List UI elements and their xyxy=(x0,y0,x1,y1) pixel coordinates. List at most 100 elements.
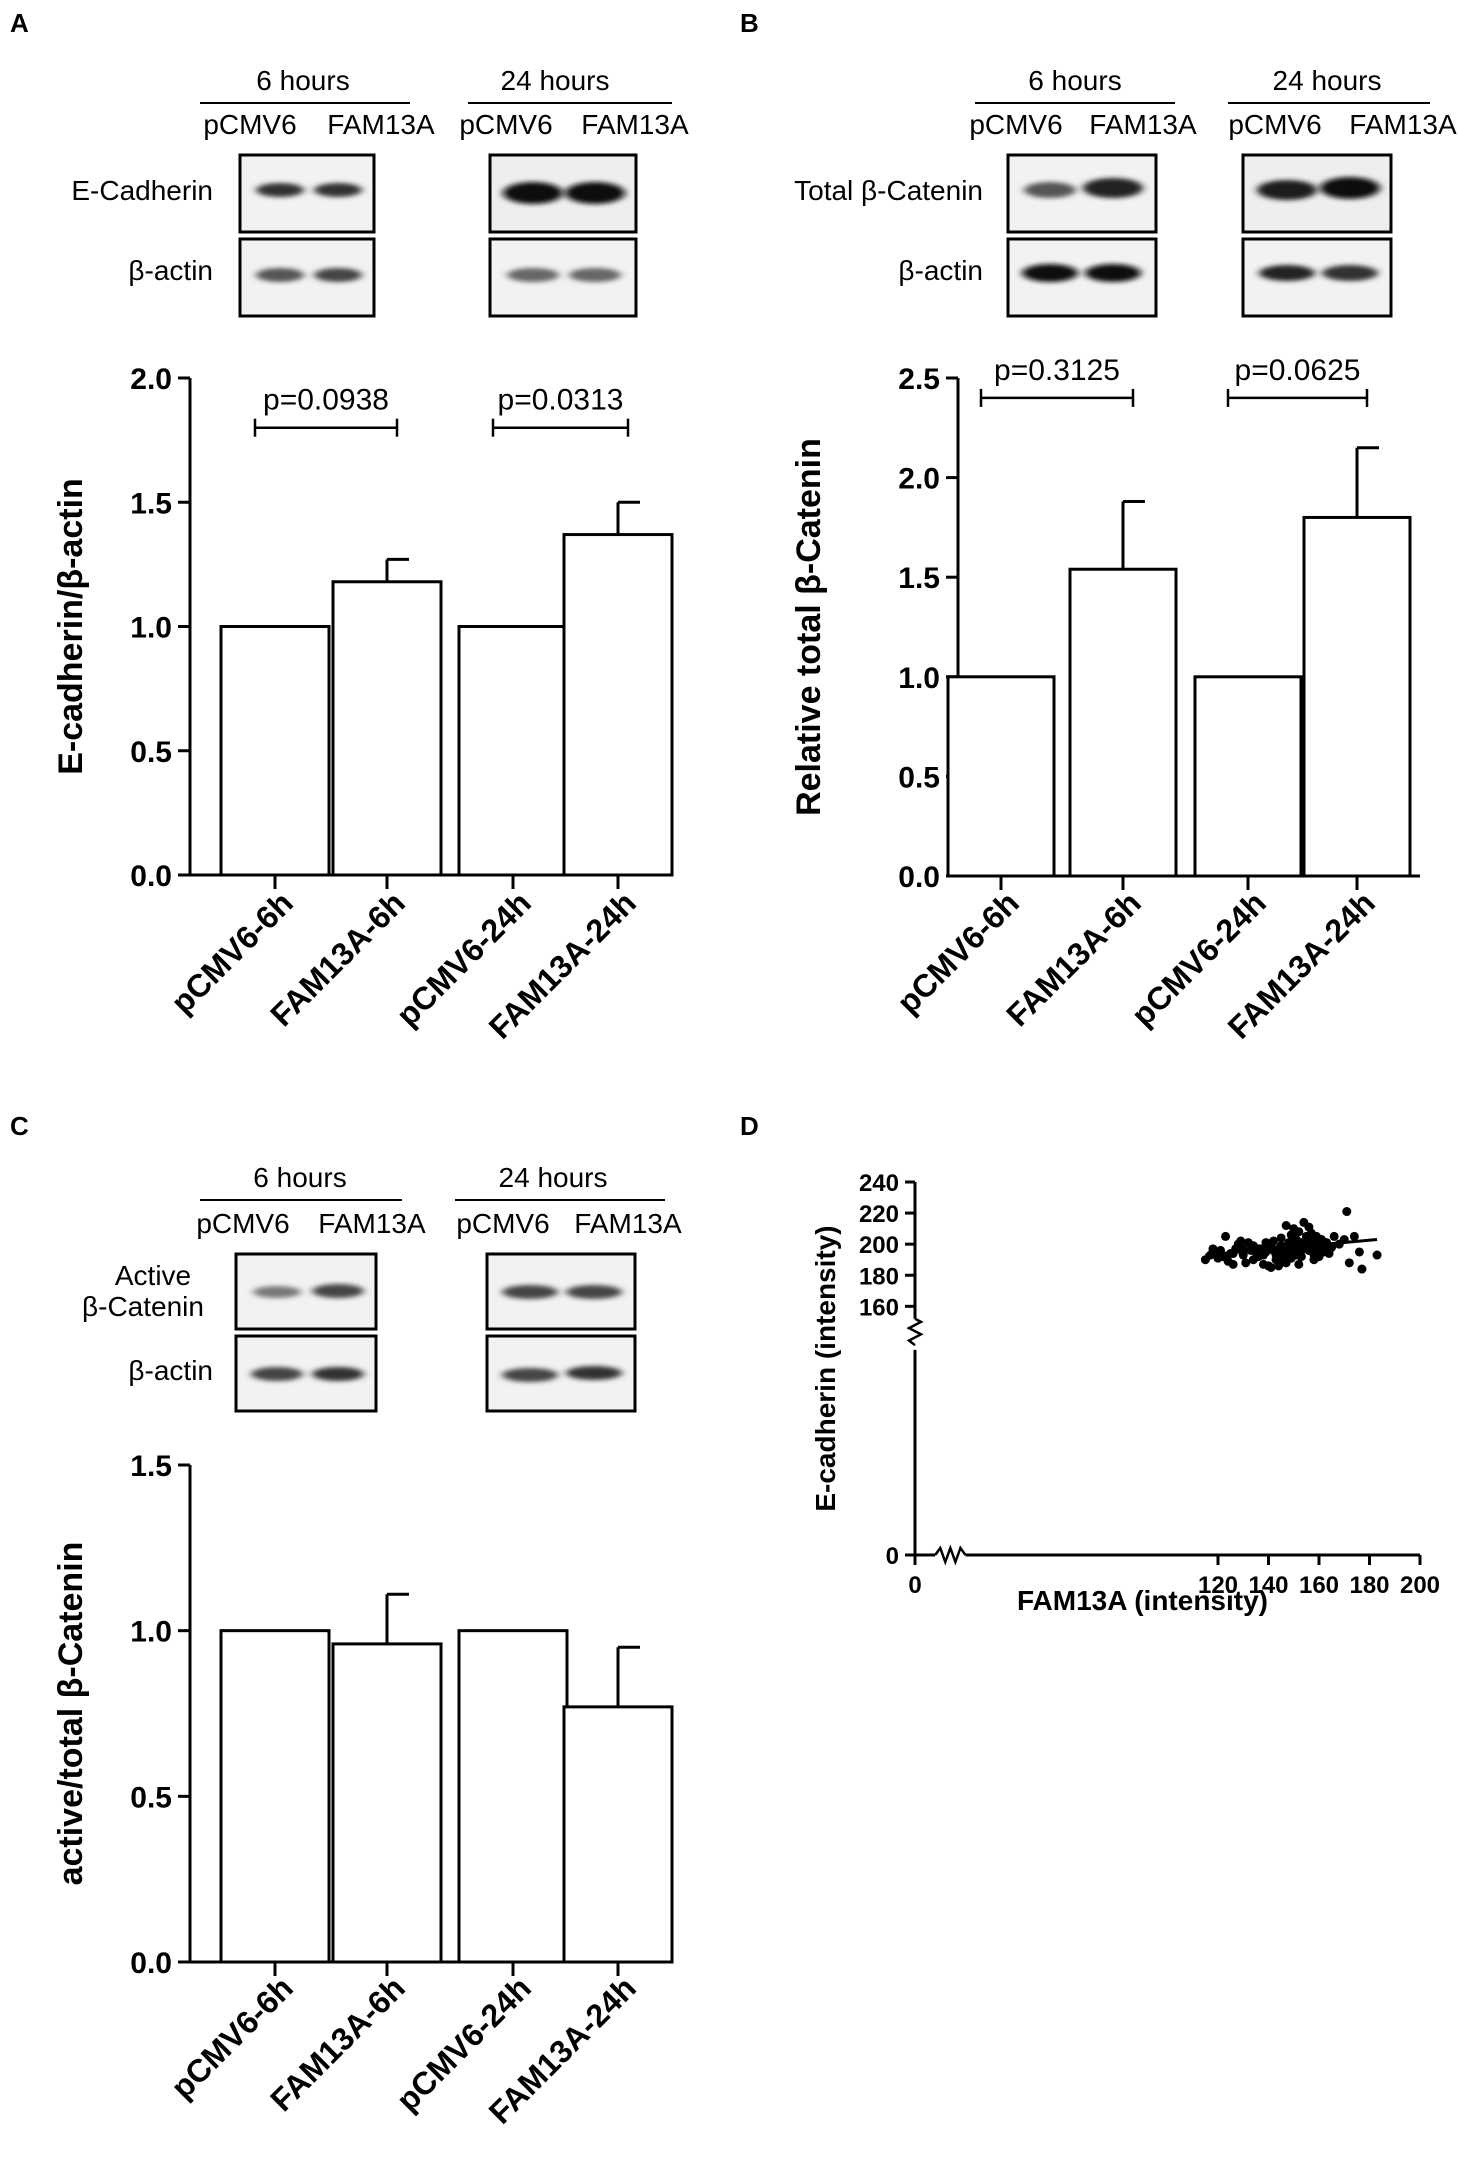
scatter-point xyxy=(1357,1264,1367,1274)
blot-band xyxy=(502,1285,558,1299)
y-tick-label: 1.5 xyxy=(130,1450,172,1483)
bar xyxy=(1193,675,1303,878)
scatter-point xyxy=(1276,1233,1286,1243)
chart-b: 0.0 0.5 1.0 1.5 2.0 2.5 Relative total β-Caten… xyxy=(790,354,1420,1046)
panel-label-d: D xyxy=(740,1111,759,1141)
scatter-point xyxy=(1372,1250,1382,1260)
scatter-point xyxy=(1342,1207,1352,1217)
blot-band xyxy=(1322,265,1378,281)
y-tick-label: 160 xyxy=(859,1294,899,1321)
lane-label: pCMV6 xyxy=(1228,109,1321,140)
time-header-6h: 6 hours xyxy=(1028,65,1121,96)
x-tick-label: 120 xyxy=(1198,1572,1238,1599)
scatter-point xyxy=(1349,1231,1359,1241)
y-tick-label: 220 xyxy=(859,1201,899,1228)
blot-band xyxy=(566,1366,622,1380)
lane-label: FAM13A xyxy=(1349,109,1457,140)
y-tick-label: 0.0 xyxy=(130,1947,172,1980)
scatter-point xyxy=(1281,1221,1291,1231)
scatter-point xyxy=(1329,1231,1339,1241)
bar xyxy=(331,580,443,877)
blot-band xyxy=(1257,180,1317,200)
blot-band xyxy=(1083,178,1143,198)
bar xyxy=(331,1642,443,1964)
lane-label: pCMV6 xyxy=(203,109,296,140)
blot-c: 6 hours 24 hours pCMV6 FAM13A pCMV6 FAM1… xyxy=(82,1162,682,1413)
scatter-point xyxy=(1296,1252,1306,1262)
y-tick-label: 1.0 xyxy=(130,612,172,645)
blot-band xyxy=(569,268,621,282)
blot-band xyxy=(314,183,362,197)
protein-label: β-actin xyxy=(128,255,213,286)
blot-band xyxy=(1022,264,1078,282)
scatter-point xyxy=(1208,1244,1218,1254)
blot-band xyxy=(502,1368,558,1382)
blot-band xyxy=(312,1367,364,1381)
lane-label: FAM13A xyxy=(318,1208,426,1239)
y-tick-label: 200 xyxy=(859,1232,899,1259)
bar xyxy=(1068,567,1178,878)
chart-a: 0.00.51.01.52.0E-cadherin/β-actinpCMV6-6… xyxy=(52,363,674,1046)
bar xyxy=(457,625,569,877)
x-tick-label: 160 xyxy=(1299,1572,1339,1599)
y-tick-label: 0.0 xyxy=(898,861,940,894)
scatter-point xyxy=(1261,1238,1271,1248)
blot-band xyxy=(503,182,563,204)
y-axis-break xyxy=(906,1317,924,1347)
panel-label-b: B xyxy=(740,8,759,38)
bar xyxy=(946,675,1056,878)
blot-band xyxy=(565,182,625,204)
y-tick-label: 180 xyxy=(859,1263,899,1290)
blot-band xyxy=(566,1285,622,1299)
scatter-point xyxy=(1344,1258,1354,1268)
protein-label: Total β-Catenin xyxy=(794,175,983,206)
panel-label-c: C xyxy=(10,1111,29,1141)
time-header-6h: 6 hours xyxy=(256,65,349,96)
lane-label: FAM13A xyxy=(574,1208,682,1239)
y-axis-label: Relative total β-Catenin xyxy=(790,438,828,816)
scatter-point xyxy=(1294,1259,1304,1269)
p-value-label: p=0.0938 xyxy=(263,384,389,417)
blot-b: 6 hours 24 hours pCMV6 FAM13A pCMV6 FAM1… xyxy=(794,65,1457,318)
blot-band xyxy=(314,268,362,282)
protein-label: β-actin xyxy=(898,255,983,286)
blot-a: 6 hours 24 hours pCMV6 FAM13A pCMV6 FAM1… xyxy=(71,65,689,318)
y-tick-label: 2.0 xyxy=(130,363,172,396)
time-header-24h: 24 hours xyxy=(499,1162,608,1193)
p-value-label: p=0.3125 xyxy=(994,354,1120,387)
y-tick-label: 0.5 xyxy=(130,736,172,769)
scatter-point xyxy=(1274,1261,1284,1271)
time-header-24h: 24 hours xyxy=(501,65,610,96)
y-tick-label: 240 xyxy=(859,1170,899,1197)
blot-band xyxy=(1024,182,1076,198)
y-axis-label: E-cadherin (intensity) xyxy=(810,1225,841,1511)
x-tick-label: 200 xyxy=(1400,1572,1440,1599)
protein-label: E-Cadherin xyxy=(71,175,213,206)
bar xyxy=(1302,515,1412,878)
y-tick-label: 1.0 xyxy=(898,662,940,695)
lane-label: FAM13A xyxy=(1089,109,1197,140)
y-tick-label: 2.5 xyxy=(898,363,940,396)
blot-band xyxy=(507,268,559,282)
lane-label: pCMV6 xyxy=(456,1208,549,1239)
blot-band xyxy=(1259,265,1315,281)
protein-label: Active xyxy=(115,1260,191,1291)
trend-line xyxy=(1205,1238,1378,1257)
scatter-point xyxy=(1269,1236,1279,1246)
panel-label-a: A xyxy=(10,8,29,38)
scatter-point xyxy=(1236,1236,1246,1246)
bar xyxy=(562,533,674,877)
protein-label: β-Catenin xyxy=(82,1291,204,1322)
y-tick-label: 1.5 xyxy=(130,487,172,520)
scatter-point xyxy=(1228,1259,1238,1269)
protein-label: β-actin xyxy=(128,1355,213,1386)
blot-band xyxy=(1320,177,1380,199)
y-tick-label: 1.0 xyxy=(130,1616,172,1649)
scatter-point xyxy=(1324,1248,1334,1258)
lane-label: pCMV6 xyxy=(969,109,1062,140)
x-tick-label: 0 xyxy=(908,1572,921,1599)
y-tick-label: 0 xyxy=(886,1543,899,1570)
scatter-point xyxy=(1266,1262,1276,1272)
